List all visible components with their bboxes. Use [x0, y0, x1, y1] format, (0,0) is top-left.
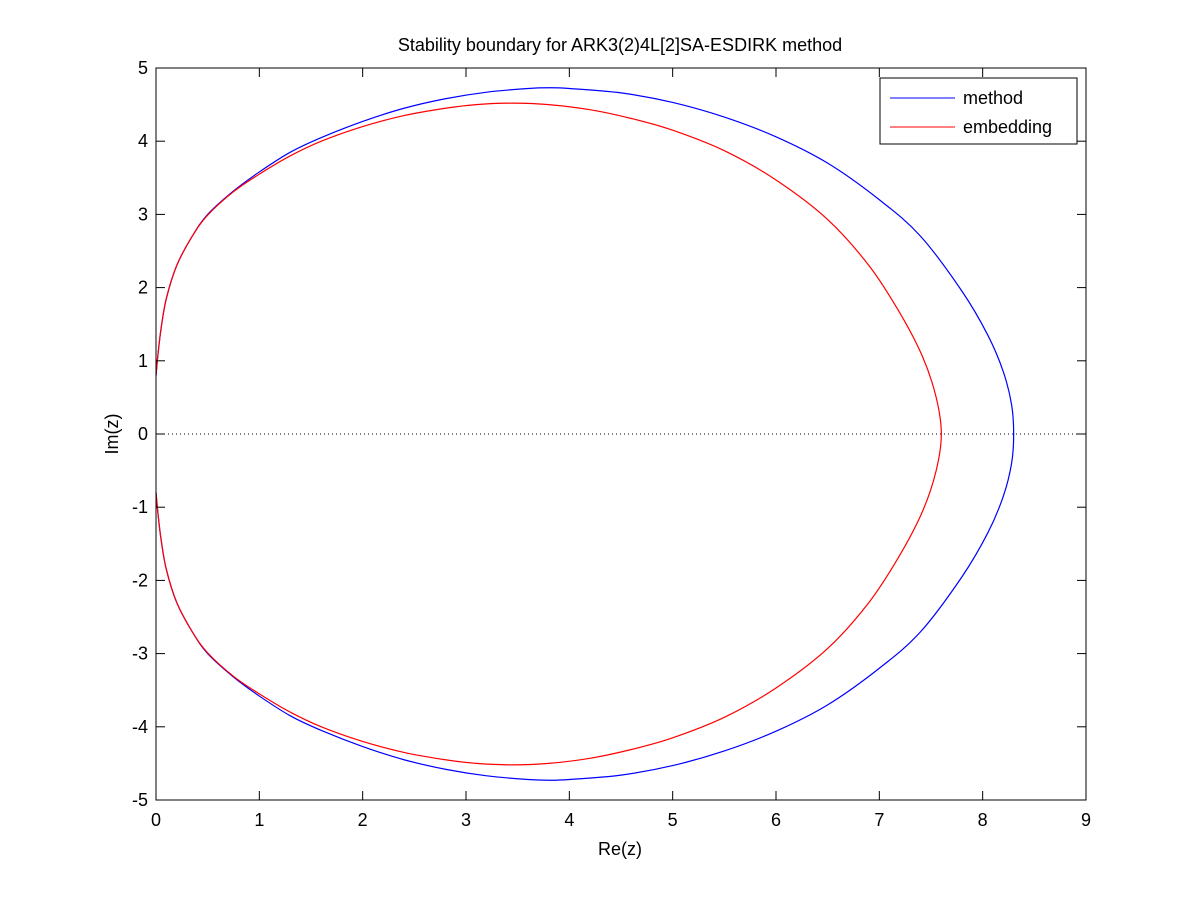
x-tick-label: 0 [151, 810, 161, 830]
chart-title: Stability boundary for ARK3(2)4L[2]SA-ES… [398, 35, 842, 55]
series-line-embedding [155, 102, 942, 766]
y-tick-label: -5 [132, 790, 148, 810]
series-line-method [155, 87, 1015, 781]
tick-layer [155, 67, 1087, 801]
y-tick-label: 4 [138, 131, 148, 151]
series-layer [155, 87, 1015, 781]
y-tick-label: -1 [132, 497, 148, 517]
legend-label-method: method [963, 88, 1023, 108]
y-tick-label: 3 [138, 204, 148, 224]
x-tick-label: 8 [978, 810, 988, 830]
tick-label-layer: 0 1 2 3 4 5 6 7 8 9 -5 -4 -3 -2 -1 0 1 2 3 4 5 [132, 58, 1091, 830]
y-tick-label: 1 [138, 351, 148, 371]
y-tick-label: -3 [132, 644, 148, 664]
legend-label-embedding: embedding [963, 117, 1052, 137]
y-tick-label: -2 [132, 570, 148, 590]
x-tick-label: 3 [461, 810, 471, 830]
x-axis-label: Re(z) [598, 839, 642, 859]
y-axis-label: Im(z) [102, 414, 122, 455]
x-tick-label: 2 [358, 810, 368, 830]
x-tick-label: 7 [874, 810, 884, 830]
legend-box [879, 77, 1078, 145]
y-tick-label: 2 [138, 278, 148, 298]
x-tick-label: 9 [1081, 810, 1091, 830]
x-tick-label: 4 [564, 810, 574, 830]
x-tick-label: 5 [668, 810, 678, 830]
legend: method embedding [879, 77, 1078, 145]
y-tick-label: -4 [132, 717, 148, 737]
x-tick-label: 1 [254, 810, 264, 830]
y-tick-label: 0 [138, 424, 148, 444]
y-tick-label: 5 [138, 58, 148, 78]
x-tick-label: 6 [771, 810, 781, 830]
